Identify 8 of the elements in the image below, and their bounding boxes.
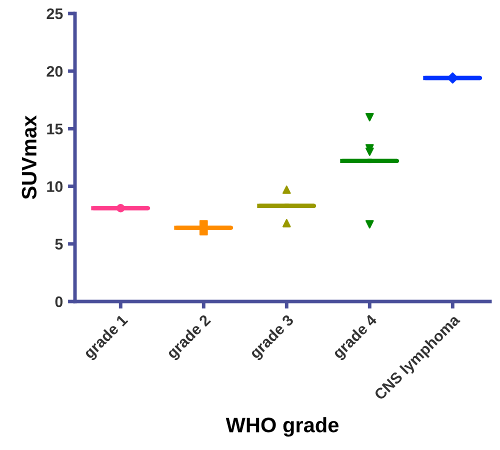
y-tick-label: 10: [47, 181, 63, 192]
x-axis-title: WHO grade: [226, 417, 339, 437]
y-tick-label: 0: [55, 296, 63, 308]
y-tick-label: 25: [46, 8, 63, 20]
y-axis-title: SUVmax: [22, 115, 37, 200]
y-tick-label: 20: [46, 66, 63, 77]
y-tick-label: 15: [47, 124, 63, 134]
y-tick-label: 5: [55, 238, 63, 250]
